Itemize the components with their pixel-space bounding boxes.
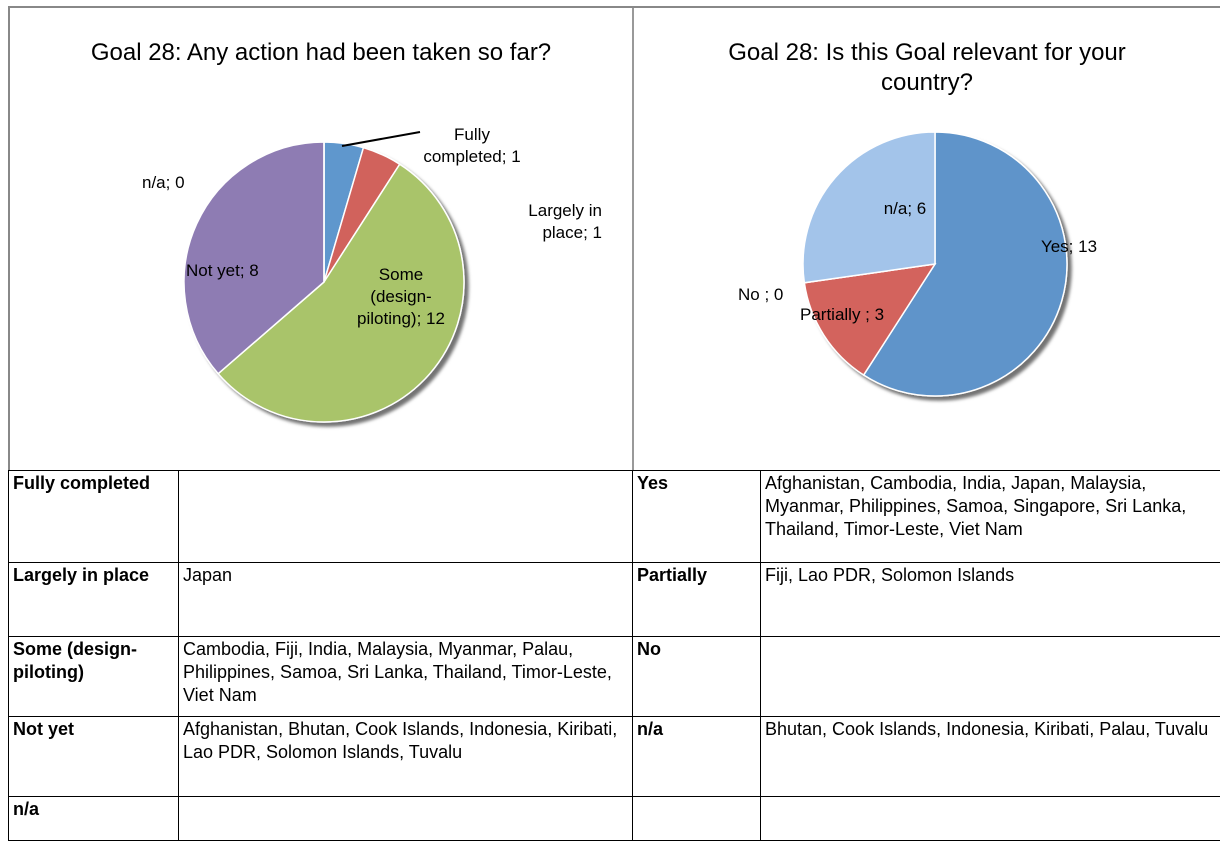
country-list: Fiji, Lao PDR, Solomon Islands bbox=[760, 562, 1220, 637]
data-label: No ; 0 bbox=[738, 285, 784, 304]
data-label: Fully completed; 1 bbox=[423, 125, 521, 166]
slices bbox=[183, 141, 465, 423]
country-list: Japan bbox=[178, 562, 633, 637]
country-list bbox=[178, 796, 633, 841]
table-row: Largely in place Japan Partially Fiji, Lao … bbox=[8, 562, 1220, 637]
country-list bbox=[178, 470, 633, 563]
pie-slice bbox=[803, 263, 937, 377]
data-label: Largely in place; 1 bbox=[528, 201, 602, 242]
row-header: n/a bbox=[632, 716, 761, 797]
country-list bbox=[760, 796, 1220, 841]
pie-slice bbox=[802, 131, 936, 284]
pie-slice bbox=[183, 141, 325, 375]
row-header bbox=[632, 796, 761, 841]
pie-chart bbox=[183, 131, 465, 423]
table-row: Some (design-piloting) Cambodia, Fiji, In… bbox=[8, 636, 1220, 717]
row-header: No bbox=[632, 636, 761, 717]
chart-cell: Goal 28: Any action had been taken so fa… bbox=[10, 8, 634, 470]
pie-slice bbox=[862, 131, 1068, 397]
chart-title: Goal 28: Is this Goal relevant for your … bbox=[728, 39, 1126, 96]
data-label: n/a; 0 bbox=[142, 173, 185, 192]
row-header: Partially bbox=[632, 562, 761, 637]
pie-chart bbox=[802, 131, 1068, 397]
pie-slice bbox=[217, 163, 465, 423]
row-header: Yes bbox=[632, 470, 761, 563]
row-header: n/a bbox=[8, 796, 179, 841]
data-label: n/a; 6 bbox=[883, 199, 927, 218]
data-label: Not yet; 8 bbox=[186, 261, 259, 280]
leader-line bbox=[341, 131, 421, 147]
country-list: Afghanistan, Bhutan, Cook Islands, Indon… bbox=[178, 716, 633, 797]
country-list: Afghanistan, Cambodia, India, Japan, Mal… bbox=[760, 470, 1220, 563]
table-row: Not yet Afghanistan, Bhutan, Cook Islands… bbox=[8, 716, 1220, 797]
row-header: Largely in place bbox=[8, 562, 179, 637]
table-row: Fully completed Yes Afghanistan, Cambodia,… bbox=[8, 470, 1220, 563]
table-row: n/a bbox=[8, 796, 1220, 841]
slices bbox=[802, 131, 1068, 397]
country-list bbox=[760, 636, 1220, 717]
country-table: Fully completed Yes Afghanistan, Cambodia,… bbox=[8, 470, 1220, 841]
data-label: Partially ; 3 bbox=[800, 305, 885, 324]
country-list: Cambodia, Fiji, India, Malaysia, Myanmar… bbox=[178, 636, 633, 717]
row-header: Some (design-piloting) bbox=[8, 636, 179, 717]
row-header: Not yet bbox=[8, 716, 179, 797]
data-label: Yes; 13 bbox=[1040, 237, 1098, 256]
chart-cell: Goal 28: Is this Goal relevant for your … bbox=[634, 8, 1220, 470]
row-header: Fully completed bbox=[8, 470, 179, 563]
country-list: Bhutan, Cook Islands, Indonesia, Kiribat… bbox=[760, 716, 1220, 797]
charts-area: Goal 28: Any action had been taken so fa… bbox=[8, 6, 1220, 470]
chart-title: Goal 28: Any action had been taken so fa… bbox=[90, 39, 552, 66]
data-label: Some (design-piloting); 12 bbox=[357, 265, 445, 328]
